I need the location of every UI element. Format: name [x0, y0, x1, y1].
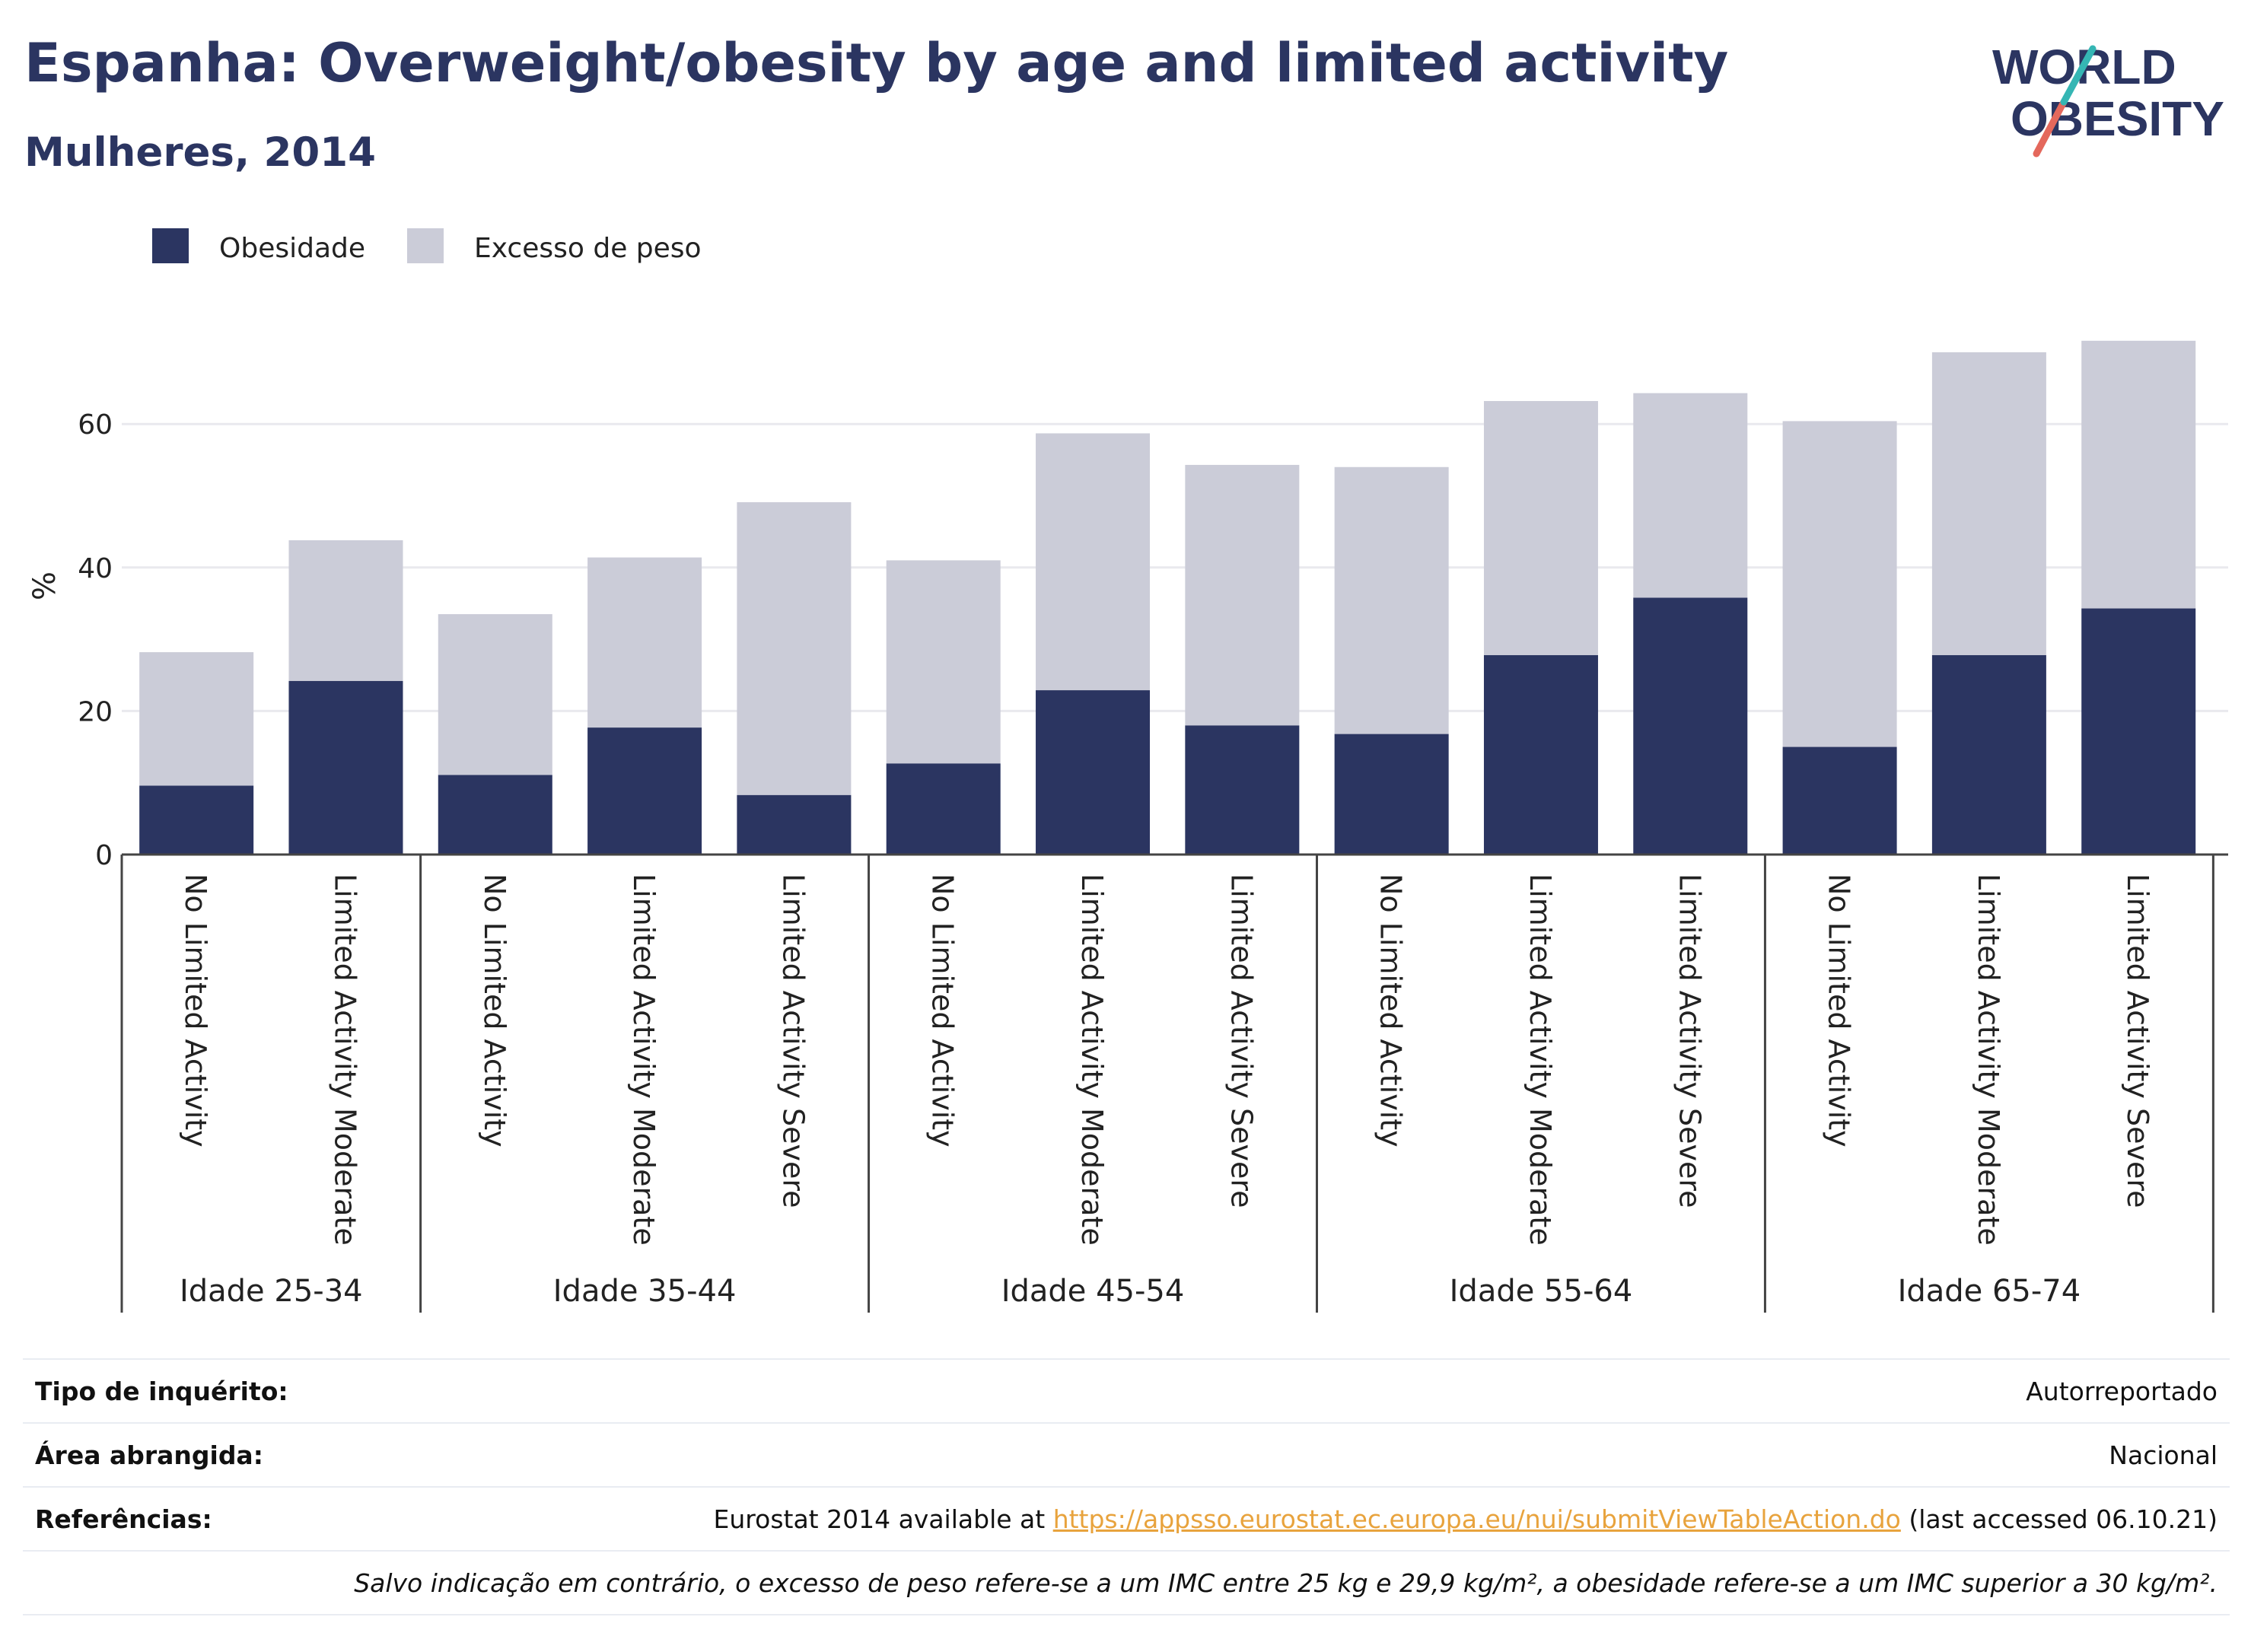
bar-excesso-de-peso: [886, 560, 1001, 764]
survey-type-value: Autorreportado: [2026, 1377, 2218, 1406]
bar-excesso-de-peso: [1931, 352, 2046, 655]
x-tick-label: No Limited Activity: [926, 874, 960, 1147]
info-table: Tipo de inquérito: Autorreportado Área a…: [23, 1358, 2230, 1615]
chart-subtitle: Mulheres, 2014: [24, 129, 377, 176]
bar-obesidade: [1483, 654, 1598, 855]
y-tick-label: 60: [78, 409, 113, 441]
x-tick-label: No Limited Activity: [1374, 874, 1408, 1147]
group-label: Idade 45-54: [1001, 1274, 1185, 1309]
group-label: Idade 65-74: [1898, 1274, 2081, 1309]
x-tick-label: No Limited Activity: [179, 874, 212, 1147]
chart-title: Espanha: Overweight/obesity by age and l…: [24, 32, 1729, 94]
x-tick-label: No Limited Activity: [1823, 874, 1856, 1147]
x-tick-label: No Limited Activity: [478, 874, 511, 1147]
legend-swatch-1: [152, 228, 189, 263]
bar-obesidade: [139, 785, 254, 855]
bar-excesso-de-peso: [2081, 340, 2196, 609]
bar-obesidade: [587, 727, 702, 855]
x-tick-label: Limited Activity Severe: [1673, 874, 1706, 1208]
bar-chart: Obesidade Excesso de peso 0 20 40 60% No Limit…: [27, 228, 2228, 1313]
note-row: Salvo indicação em contrário, o excesso …: [23, 1550, 2230, 1614]
bar-excesso-de-peso: [1185, 464, 1300, 726]
bar-excesso-de-peso: [1334, 466, 1449, 734]
definition-note: Salvo indicação em contrário, o excesso …: [354, 1568, 2218, 1598]
world-obesity-logo: WORLD OBESITY: [1992, 40, 2224, 158]
legend-label-1: Obesidade: [219, 233, 365, 264]
x-tick-label: Limited Activity Severe: [776, 874, 810, 1208]
bar-excesso-de-peso: [288, 540, 403, 681]
bar-obesidade: [1782, 746, 1897, 855]
references-suffix: (last accessed 06.10.21): [1900, 1504, 2218, 1534]
bar-obesidade: [1334, 734, 1449, 855]
x-tick-label: Limited Activity Moderate: [1075, 874, 1109, 1246]
area-row: Área abrangida: Nacional: [23, 1422, 2230, 1486]
bar-obesidade: [1633, 597, 1748, 855]
legend-label-2: Excesso de peso: [474, 233, 702, 264]
bar-obesidade: [737, 794, 852, 855]
bar-excesso-de-peso: [587, 557, 702, 728]
y-tick-label: 40: [78, 553, 113, 584]
bar-excesso-de-peso: [1036, 433, 1151, 691]
bar-obesidade: [438, 775, 552, 855]
bar-excesso-de-peso: [737, 501, 852, 795]
x-tick-label: Limited Activity Moderate: [627, 874, 661, 1246]
bar-excesso-de-peso: [139, 652, 254, 786]
references-value: Eurostat 2014 available at https://appss…: [714, 1504, 2218, 1534]
bar-excesso-de-peso: [1483, 401, 1598, 655]
group-label: Idade 55-64: [1450, 1274, 1633, 1309]
bar-excesso-de-peso: [438, 614, 552, 775]
references-row: Referências: Eurostat 2014 available at …: [23, 1486, 2230, 1550]
x-tick-label: Limited Activity Severe: [1224, 874, 1258, 1208]
bar-obesidade: [288, 680, 403, 855]
area-label: Área abrangida:: [35, 1440, 263, 1470]
bar-obesidade: [1036, 690, 1151, 855]
y-tick-label: 20: [78, 696, 113, 727]
group-label: Idade 25-34: [180, 1274, 363, 1309]
x-tick-label: Limited Activity Moderate: [1523, 874, 1557, 1246]
area-value: Nacional: [2109, 1440, 2218, 1470]
group-label: Idade 35-44: [553, 1274, 737, 1309]
y-axis-label: %: [27, 571, 62, 600]
references-link[interactable]: https://appsso.eurostat.ec.europa.eu/nui…: [1052, 1504, 1901, 1534]
x-tick-label: Limited Activity Severe: [2121, 874, 2154, 1208]
bar-obesidade: [1931, 654, 2046, 855]
legend-swatch-2: [407, 228, 444, 263]
survey-type-row: Tipo de inquérito: Autorreportado: [23, 1358, 2230, 1422]
bar-obesidade: [886, 763, 1001, 855]
bar-obesidade: [1185, 725, 1300, 855]
bar-excesso-de-peso: [1782, 421, 1897, 747]
survey-type-label: Tipo de inquérito:: [35, 1377, 288, 1406]
y-tick-label: 0: [95, 840, 113, 871]
x-tick-label: Limited Activity Moderate: [1972, 874, 2005, 1246]
references-prefix: Eurostat 2014 available at: [713, 1504, 1053, 1534]
bar-excesso-de-peso: [1633, 393, 1748, 598]
bar-obesidade: [2081, 608, 2196, 855]
x-tick-label: Limited Activity Moderate: [328, 874, 361, 1246]
references-label: Referências:: [35, 1504, 212, 1534]
